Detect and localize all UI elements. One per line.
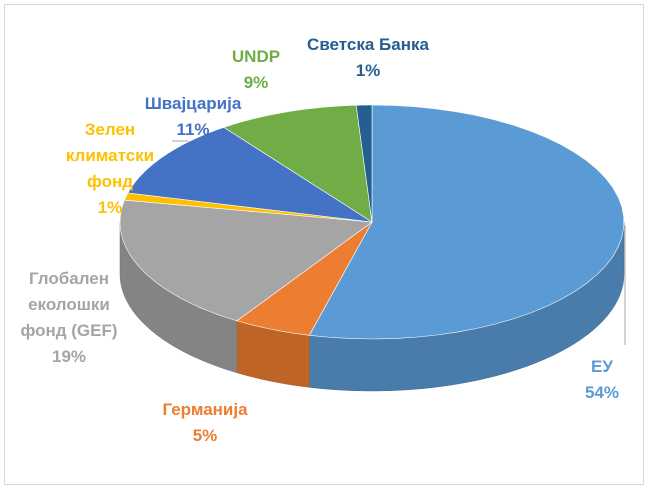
slice <box>236 221 373 336</box>
value-label: 9% <box>243 73 269 92</box>
category-label: Глобален еколошки фонд (GEF) <box>20 269 118 340</box>
value-label: 5% <box>192 426 218 445</box>
category-label: Зелен климатски фонд <box>65 120 155 191</box>
slice <box>355 104 373 223</box>
category-label: Светска Банка <box>307 35 429 54</box>
category-label: UNDP <box>231 47 281 66</box>
category-label: ЕУ <box>591 357 613 376</box>
category-label: Германија <box>162 400 248 419</box>
value-label: 11% <box>176 120 210 139</box>
value-label: 19% <box>51 347 87 366</box>
value-label: 1% <box>97 198 123 217</box>
slice <box>223 104 373 223</box>
slice <box>127 127 373 223</box>
data-label: ЕУ 54% <box>562 354 642 406</box>
tops <box>119 104 625 340</box>
value-label: 54% <box>584 383 620 402</box>
slice <box>119 199 373 322</box>
data-label: Зелен климатски фонд 1% <box>60 117 160 221</box>
data-label: Швајцарија 11% <box>118 91 268 143</box>
value-label: 1% <box>355 61 381 80</box>
data-label: Глобален еколошки фонд (GEF) 19% <box>14 266 124 370</box>
data-label: Светска Банка 1% <box>298 32 438 84</box>
data-label: UNDP 9% <box>216 44 296 96</box>
data-label: Германија 5% <box>150 397 260 449</box>
sides <box>119 221 625 392</box>
chart-frame <box>4 4 644 485</box>
slice <box>308 104 625 340</box>
category-label: Швајцарија <box>144 94 242 113</box>
